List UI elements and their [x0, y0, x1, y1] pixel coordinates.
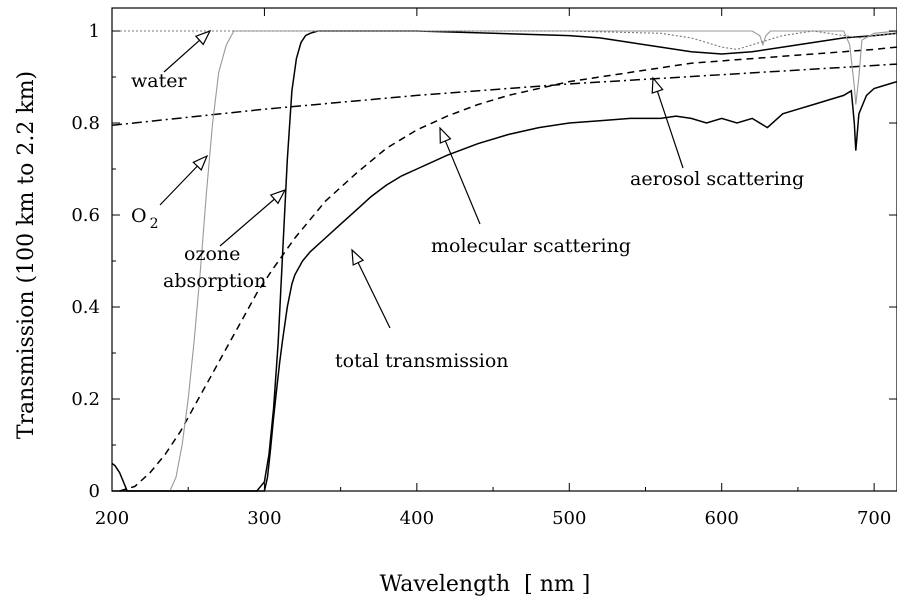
- annotation-ozone: ozone: [184, 243, 240, 265]
- y-tick-label: 0.4: [71, 297, 100, 318]
- arrow-molecular-head: [439, 126, 452, 144]
- arrow-aerosol-head: [651, 76, 664, 94]
- annotation-water: water: [131, 70, 187, 92]
- annotation-o2-sub: 2: [150, 216, 159, 232]
- ticks-layer: 200 300 400 500 600 700 0 0.2 0.4 0.6 0.8 1: [71, 8, 897, 529]
- plot-frame: [111, 7, 897, 492]
- x-tick-label: 400: [400, 508, 434, 529]
- x-tick-label: 700: [857, 508, 891, 529]
- x-tick-label: 200: [95, 508, 129, 529]
- x-tick-label: 500: [552, 508, 586, 529]
- y-tick-label: 0: [89, 481, 100, 502]
- annotation-aerosol-scattering: aerosol scattering: [630, 168, 804, 190]
- arrow-ozone-shaft: [219, 198, 275, 247]
- series-layer: [111, 30, 897, 492]
- annotation-molecular-scattering: molecular scattering: [431, 235, 631, 257]
- series-water-line: [112, 30, 897, 50]
- arrow-molecular-shaft: [444, 140, 481, 225]
- y-tick-label: 0.6: [71, 205, 100, 226]
- arrow-aerosol-shaft: [656, 91, 684, 169]
- arrow-o2-shaft: [159, 165, 198, 206]
- annotation-absorption: absorption: [163, 270, 266, 292]
- arrow-ozone-head: [269, 188, 287, 205]
- series-aerosol-line: [111, 63, 897, 127]
- x-axis-label: Wavelength [ nm ]: [380, 572, 591, 597]
- y-tick-label: 0.2: [71, 389, 100, 410]
- y-axis-label: Transmission (100 km to 2.2 km): [14, 71, 39, 439]
- annotation-o2-main: O: [131, 205, 147, 227]
- series-molecular-line: [119, 46, 897, 492]
- y-tick-label: 1: [89, 21, 100, 42]
- arrows-layer: [159, 29, 684, 329]
- arrow-total-head: [351, 248, 365, 266]
- arrow-water-shaft: [163, 39, 200, 73]
- arrow-water-head: [194, 29, 212, 46]
- arrow-o2-head: [192, 154, 209, 171]
- arrow-total-shaft: [357, 262, 391, 329]
- x-tick-label: 600: [705, 508, 739, 529]
- y-tick-label: 0.8: [71, 113, 100, 134]
- x-tick-label: 300: [247, 508, 281, 529]
- annotation-total-transmission: total transmission: [335, 350, 509, 372]
